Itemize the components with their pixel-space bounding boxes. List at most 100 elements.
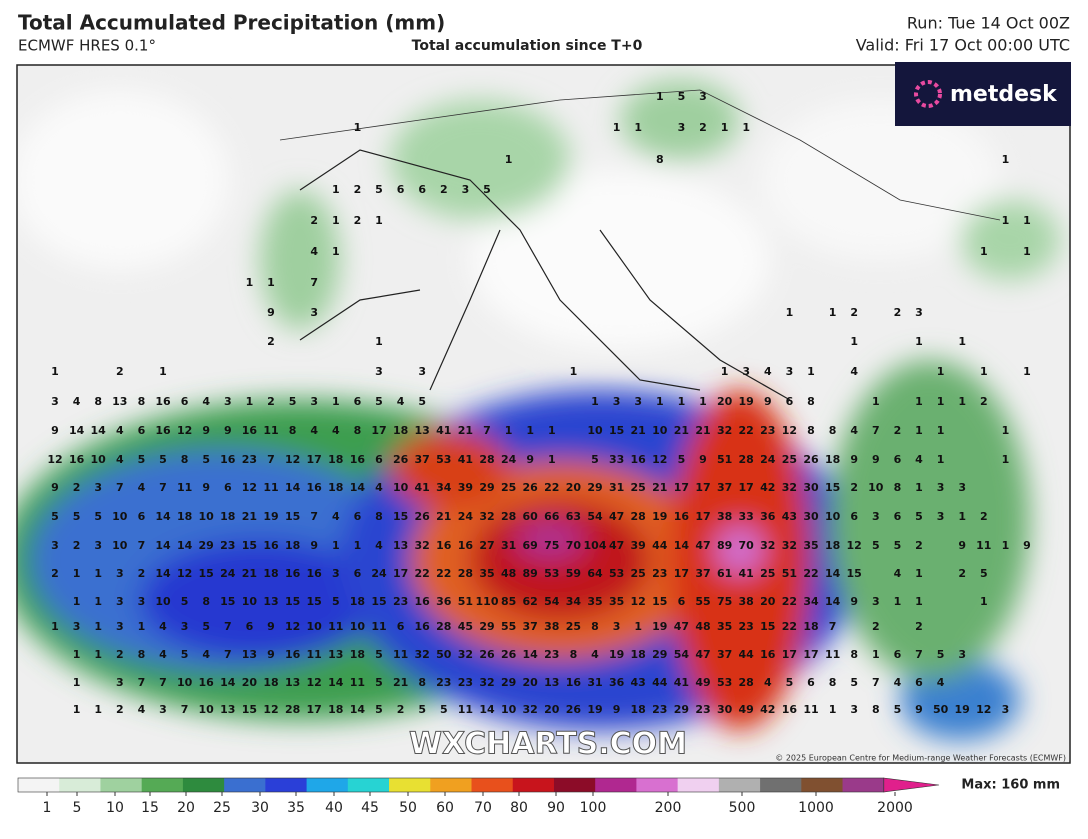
value-label: 16 xyxy=(760,648,776,661)
value-label: 22 xyxy=(782,620,797,633)
colorbar-segment xyxy=(141,778,184,792)
value-label: 6 xyxy=(418,183,426,196)
value-label: 23 xyxy=(436,676,451,689)
value-label: 9 xyxy=(699,453,707,466)
value-label: 1 xyxy=(591,395,599,408)
colorbar-tick-label: 100 xyxy=(580,800,607,816)
value-label: 1 xyxy=(656,90,664,103)
value-label: 3 xyxy=(462,183,470,196)
value-label: 5 xyxy=(289,395,297,408)
value-label: 15 xyxy=(825,481,840,494)
value-label: 20 xyxy=(523,676,539,689)
value-label: 3 xyxy=(786,365,794,378)
colorbar-tick-label: 60 xyxy=(436,800,454,816)
value-label: 10 xyxy=(393,481,409,494)
colorbar-tick-label: 15 xyxy=(141,800,159,816)
value-label: 18 xyxy=(263,676,278,689)
value-label: 5 xyxy=(138,453,146,466)
colorbar-segment xyxy=(100,778,143,792)
value-label: 3 xyxy=(742,365,750,378)
value-label: 11 xyxy=(328,620,343,633)
value-label: 1 xyxy=(548,424,556,437)
value-label: 22 xyxy=(436,567,451,580)
value-label: 1 xyxy=(1002,153,1010,166)
value-label: 2 xyxy=(51,567,59,580)
value-label: 23 xyxy=(652,567,667,580)
colorbar-tick-label: 2000 xyxy=(877,800,913,816)
value-label: 14 xyxy=(479,703,495,716)
value-label: 23 xyxy=(695,703,710,716)
value-label: 19 xyxy=(955,703,970,716)
value-label: 1 xyxy=(94,595,102,608)
value-label: 1 xyxy=(915,395,923,408)
value-label: 9 xyxy=(51,424,59,437)
value-label: 18 xyxy=(263,567,278,580)
value-label: 22 xyxy=(803,567,818,580)
value-label: 13 xyxy=(544,676,559,689)
value-label: 3 xyxy=(116,567,124,580)
value-label: 14 xyxy=(328,676,344,689)
value-label: 15 xyxy=(220,595,235,608)
value-label: 53 xyxy=(544,567,559,580)
colorbar: 1 5 10 15 20 25 30 35 40 45 50 60 70 80 90 100 200 500 100… xyxy=(17,777,940,816)
value-label: 1 xyxy=(872,395,880,408)
value-label: 18 xyxy=(803,620,818,633)
value-label: 5 xyxy=(915,510,923,523)
value-label: 1 xyxy=(807,365,815,378)
value-label: 1 xyxy=(505,153,513,166)
value-label: 7 xyxy=(224,648,232,661)
value-label: 20 xyxy=(717,395,733,408)
value-label: 8 xyxy=(656,153,664,166)
value-label: 32 xyxy=(415,648,430,661)
value-label: 7 xyxy=(872,676,880,689)
value-label: 29 xyxy=(587,481,602,494)
value-label: 32 xyxy=(458,648,473,661)
value-label: 1 xyxy=(94,620,102,633)
value-label: 5 xyxy=(418,395,426,408)
value-label: 5 xyxy=(375,395,383,408)
value-label: 15 xyxy=(307,595,322,608)
value-label: 18 xyxy=(393,424,408,437)
colorbar-tick-label: 1000 xyxy=(798,800,834,816)
value-label: 4 xyxy=(937,676,945,689)
value-label: 26 xyxy=(523,481,539,494)
value-label: 5 xyxy=(483,183,491,196)
value-label: 21 xyxy=(242,510,257,523)
value-label: 55 xyxy=(501,620,516,633)
value-label: 1 xyxy=(613,121,621,134)
value-label: 10 xyxy=(177,676,193,689)
value-label: 12 xyxy=(652,453,667,466)
value-label: 8 xyxy=(807,395,815,408)
value-label: 14 xyxy=(220,676,236,689)
value-label: 13 xyxy=(328,648,343,661)
value-label: 6 xyxy=(850,510,858,523)
value-label: 37 xyxy=(717,481,732,494)
value-label: 2 xyxy=(397,703,405,716)
value-label: 11 xyxy=(976,539,991,552)
value-label: 4 xyxy=(375,539,383,552)
value-label: 10 xyxy=(825,510,841,523)
value-label: 54 xyxy=(544,595,560,608)
value-label: 8 xyxy=(829,676,837,689)
value-label: 2 xyxy=(138,567,146,580)
value-label: 10 xyxy=(199,703,215,716)
value-label: 17 xyxy=(307,703,322,716)
value-label: 5 xyxy=(786,676,794,689)
value-label: 24 xyxy=(371,567,387,580)
value-label: 1 xyxy=(375,335,383,348)
value-label: 41 xyxy=(674,676,689,689)
value-label: 59 xyxy=(566,567,581,580)
value-label: 15 xyxy=(285,595,300,608)
value-label: 9 xyxy=(224,424,232,437)
value-label: 11 xyxy=(350,676,365,689)
value-label: 3 xyxy=(73,620,81,633)
value-label: 51 xyxy=(782,567,797,580)
value-label: 2 xyxy=(894,424,902,437)
value-label: 21 xyxy=(393,676,408,689)
value-label: 1 xyxy=(1002,424,1010,437)
value-label: 10 xyxy=(868,481,884,494)
value-label: 3 xyxy=(1002,703,1010,716)
colorbar-arrow xyxy=(883,777,940,793)
value-label: 37 xyxy=(523,620,538,633)
